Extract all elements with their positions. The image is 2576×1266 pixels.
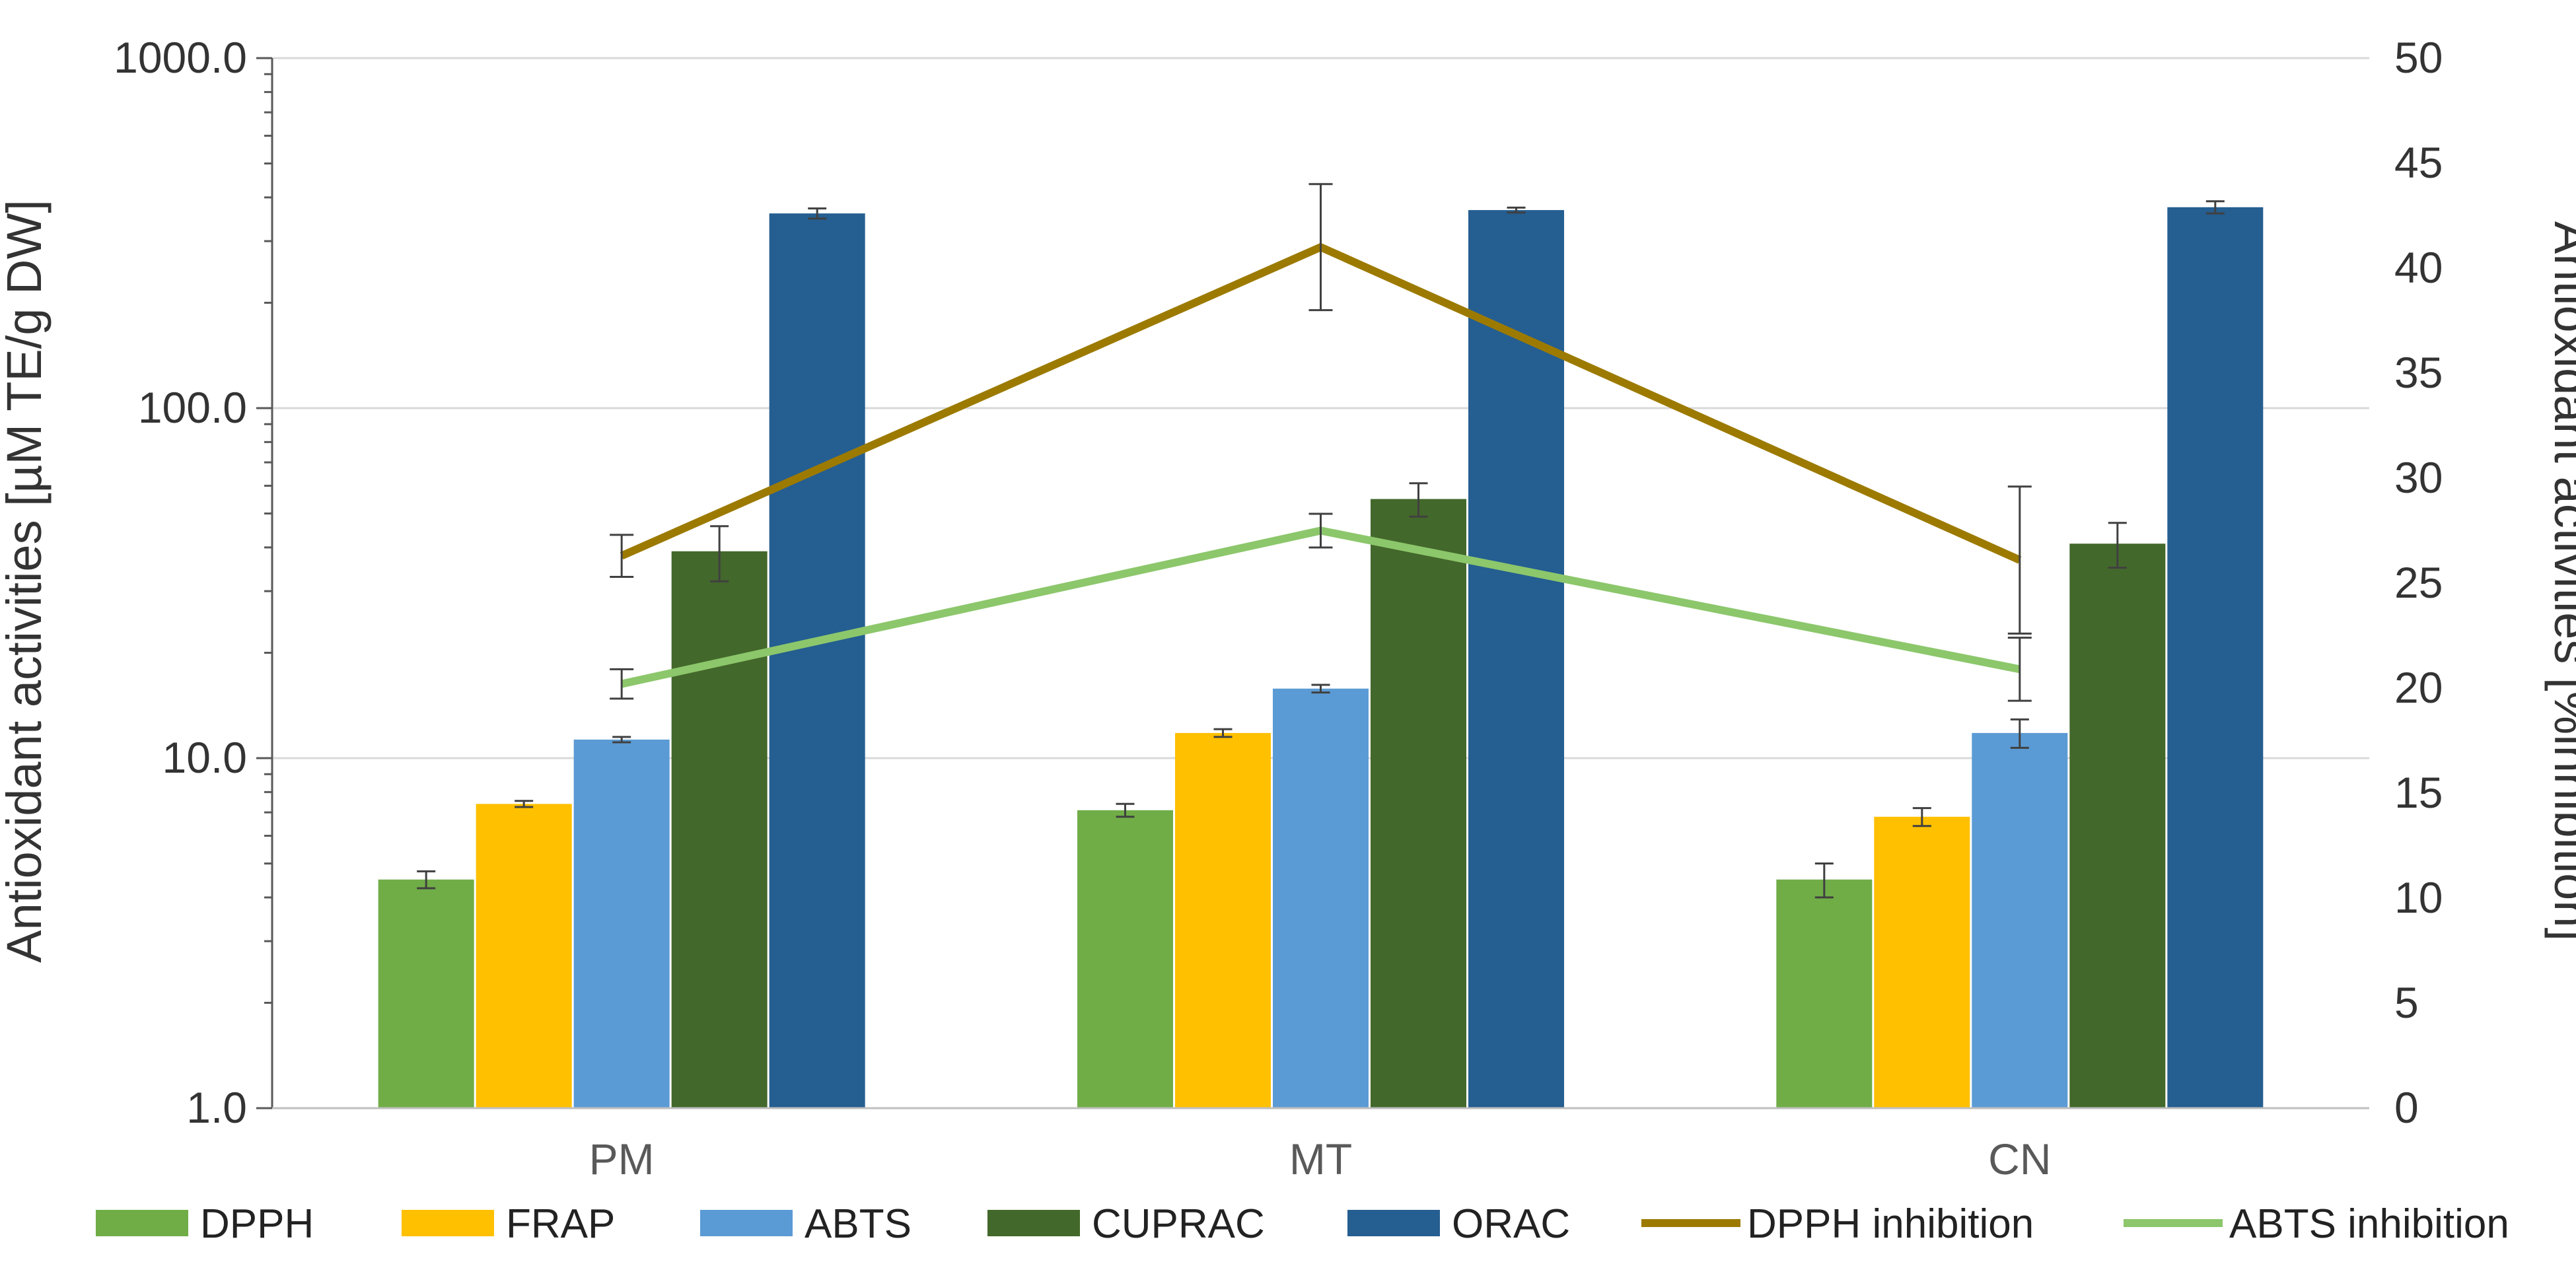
y-right-tick-label: 45: [2394, 138, 2443, 187]
y-left-tick-label: 1.0: [186, 1083, 247, 1132]
error-bar: [2205, 200, 2225, 215]
y-left-tick-label: 100.0: [138, 383, 247, 432]
legend-item-dpph-inhibition: DPPH inhibition: [1641, 1201, 2034, 1247]
error-bar: [1213, 728, 1233, 738]
bar-cuprac: [1371, 499, 1466, 1108]
bar-cuprac: [2069, 544, 2166, 1108]
legend-swatch: [700, 1210, 793, 1236]
legend-item-dpph: DPPH: [96, 1201, 314, 1247]
error-bar: [1409, 482, 1428, 518]
legend-item-cuprac: CUPRAC: [987, 1201, 1265, 1247]
legend-label: ABTS: [805, 1201, 912, 1247]
line-error-bar: [610, 668, 634, 700]
y-right-tick-label: 5: [2394, 978, 2419, 1027]
legend-label: FRAP: [506, 1201, 615, 1247]
error-bar: [1311, 684, 1330, 694]
legend-item-abts: ABTS: [700, 1201, 912, 1247]
legend-swatch: [987, 1210, 1080, 1236]
error-bar: [1912, 807, 1931, 827]
bar-dpph: [1077, 810, 1173, 1108]
bar-orac: [1468, 210, 1564, 1109]
y-right-tick-label: 20: [2394, 663, 2443, 712]
bar-frap: [1874, 816, 1970, 1108]
legend: DPPH FRAP ABTS CUPRAC ORAC DPPH inhibition ABT…: [96, 1201, 2509, 1247]
legend-label: DPPH: [200, 1201, 314, 1247]
y-right-tick-label: 0: [2394, 1083, 2419, 1132]
gridlines: [272, 57, 2369, 759]
x-category-label: CN: [1988, 1135, 2051, 1183]
error-bar: [2108, 522, 2127, 569]
axes: 1.0 10.0 100.0 1000.0 0 5 10 15 20 25 30 35 40 45 50 PM…: [114, 33, 2443, 1183]
y-axis-right-title: Antioxidant activities [%inhibition]: [2544, 221, 2576, 941]
lines: [610, 183, 2032, 702]
legend-swatch: [402, 1210, 494, 1236]
legend-item-abts-inhibition: ABTS inhibition: [2124, 1201, 2509, 1247]
y-right-tick-label: 30: [2394, 453, 2443, 502]
bars: [378, 200, 2264, 1109]
bar-orac: [769, 213, 865, 1108]
legend-label: ORAC: [1452, 1201, 1570, 1247]
legend-swatch: [1347, 1210, 1440, 1236]
y-right-tick-label: 10: [2394, 873, 2443, 922]
bar-abts: [1972, 732, 2068, 1108]
bar-frap: [1175, 732, 1271, 1108]
bar-abts: [573, 739, 670, 1108]
bar-orac: [2167, 207, 2264, 1108]
legend-label: DPPH inhibition: [1747, 1201, 2034, 1247]
y-axis-left-title: Antioxidant activities [µM TE/g DW]: [0, 199, 52, 963]
error-bar: [612, 736, 631, 744]
line-error-bar: [1308, 512, 1333, 549]
error-bar: [808, 207, 827, 220]
x-category-label: PM: [589, 1135, 655, 1183]
legend-item-frap: FRAP: [402, 1201, 615, 1247]
y-left-tick-label: 10.0: [162, 733, 247, 782]
bar-dpph: [1776, 879, 1873, 1108]
bar-cuprac: [671, 551, 768, 1108]
x-category-label: MT: [1289, 1135, 1352, 1183]
error-bar: [2010, 718, 2029, 749]
error-bar: [1814, 862, 1834, 899]
line-error-bar: [610, 534, 634, 578]
error-bar: [1507, 206, 1526, 214]
line-error-bar: [2007, 637, 2032, 702]
y-right-tick-label: 40: [2394, 243, 2443, 292]
bar-frap: [476, 804, 572, 1108]
line-error-bar: [2007, 485, 2032, 635]
y-right-tick-label: 15: [2394, 768, 2443, 817]
error-bar: [417, 870, 436, 890]
error-bar: [515, 800, 534, 808]
y-left-tick-label: 1000.0: [114, 33, 247, 82]
y-right-tick-label: 25: [2394, 558, 2443, 607]
legend-item-orac: ORAC: [1347, 1201, 1570, 1247]
legend-label: ABTS inhibition: [2229, 1201, 2509, 1247]
y-right-tick-label: 50: [2394, 33, 2443, 82]
line-error-bar: [1308, 183, 1333, 312]
bar-abts: [1273, 688, 1369, 1108]
legend-swatch: [96, 1210, 188, 1236]
bar-dpph: [378, 879, 474, 1108]
y-right-tick-label: 35: [2394, 348, 2443, 397]
error-bar: [1116, 802, 1135, 818]
error-bar: [710, 525, 729, 582]
legend-label: CUPRAC: [1092, 1201, 1265, 1247]
